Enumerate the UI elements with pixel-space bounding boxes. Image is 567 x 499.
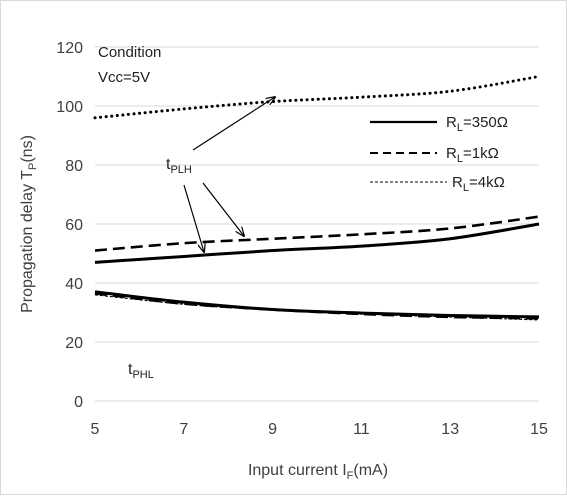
arrow-to-1k (202, 182, 244, 236)
y-tick-label: 40 (65, 276, 83, 293)
x-tick-label: 15 (530, 421, 548, 438)
annotation-tplh: tPLH (166, 156, 192, 176)
x-axis-label: Input current IF(mA) (248, 462, 388, 482)
x-tick-label: 11 (353, 421, 370, 438)
tick-labels: 0 20 40 60 80 100 120 5 7 9 11 13 15 (56, 40, 548, 438)
y-axis-label: Propagation delay TP(ns) (19, 135, 39, 313)
annotations: tPLH tPHL (128, 97, 275, 381)
arrow-to-350 (183, 184, 204, 252)
condition-vcc: Vcc=5V (98, 69, 150, 86)
series-line-tphl_4k (94, 294, 540, 321)
condition-title: Condition (98, 44, 161, 61)
x-tick-label: 5 (91, 421, 100, 438)
legend-label-350: RL=350Ω (446, 114, 508, 134)
legend-label-1k: RL=1kΩ (446, 145, 499, 165)
arrow-to-4k (192, 97, 275, 151)
y-tick-label: 80 (65, 158, 83, 175)
annotation-tphl: tPHL (128, 361, 154, 381)
series-line-tplh_4k (93, 75, 541, 120)
y-tick-label: 120 (56, 40, 83, 57)
legend: RL=350Ω RL=1kΩ RL=4kΩ (370, 114, 508, 194)
gridlines (95, 46, 539, 402)
series-line-tplh_1k (94, 215, 540, 252)
y-tick-label: 0 (74, 394, 83, 411)
series-line-tplh_350 (94, 222, 540, 264)
y-tick-label: 60 (65, 217, 83, 234)
series-layer (93, 75, 541, 321)
x-tick-label: 7 (179, 421, 188, 438)
x-tick-label: 9 (268, 421, 277, 438)
x-tick-label: 13 (441, 421, 459, 438)
y-tick-label: 100 (56, 99, 83, 116)
legend-label-4k: RL=4kΩ (452, 174, 505, 194)
y-tick-label: 20 (65, 335, 83, 352)
